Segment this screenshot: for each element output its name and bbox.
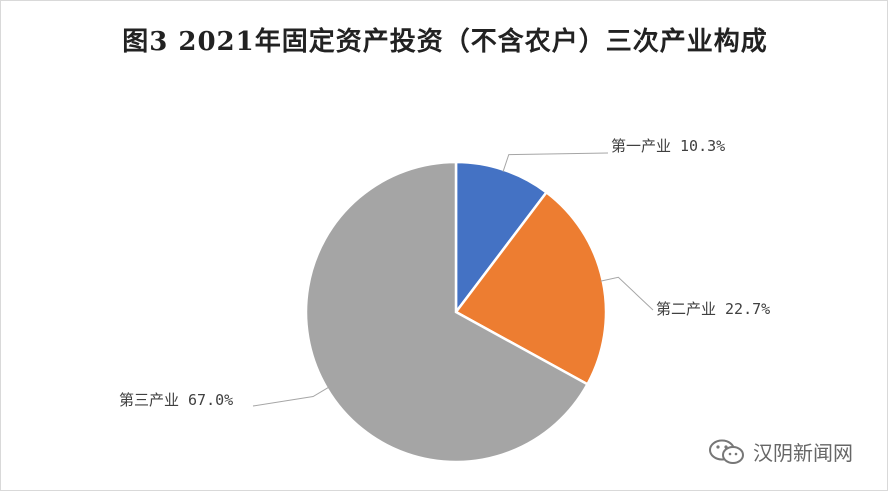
leader-line <box>503 153 608 172</box>
wechat-icon <box>707 438 747 466</box>
leader-line <box>253 387 329 406</box>
slice-label-secondary: 第二产业 22.7% <box>656 300 770 318</box>
watermark: 汉阴新闻网 <box>707 437 853 466</box>
watermark-text: 汉阴新闻网 <box>753 437 853 466</box>
leader-line <box>601 277 653 310</box>
slice-label-tertiary: 第三产业 67.0% <box>119 391 233 409</box>
slice-label-primary: 第一产业 10.3% <box>611 137 725 155</box>
